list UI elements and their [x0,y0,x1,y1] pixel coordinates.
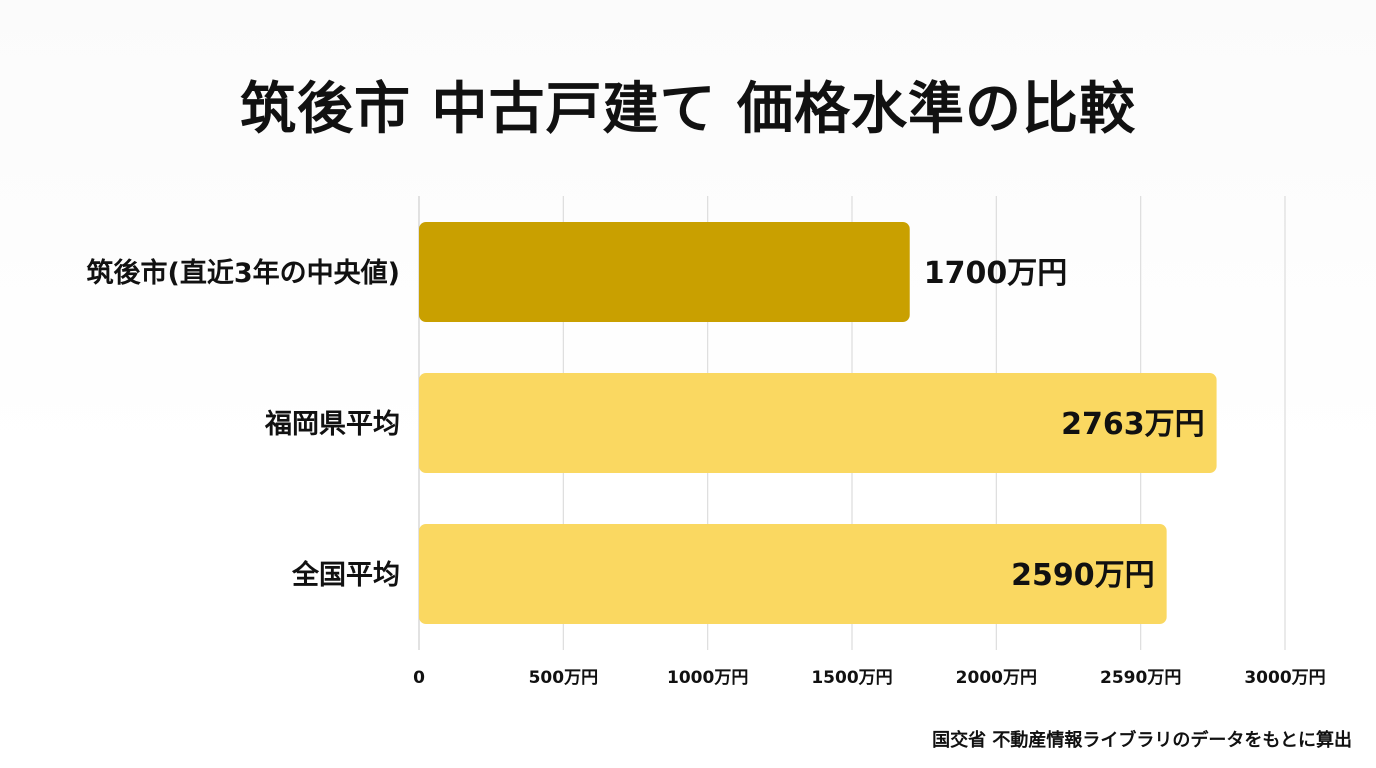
x-tick-label: 500万円 [529,668,599,688]
bar [419,222,910,322]
x-tick-label: 2590万円 [1100,668,1181,688]
value-label: 1700万円 [924,256,1068,291]
x-tick-label: 1500万円 [811,668,892,688]
bar [419,524,1167,624]
x-tick-label: 3000万円 [1244,668,1325,688]
category-label: 福岡県平均 [264,409,400,440]
category-label: 全国平均 [291,559,400,591]
source-note: 国交省 不動産情報ライブラリのデータをもとに算出 [932,730,1352,751]
chart-title: 筑後市 中古戸建て 価格水準の比較 [240,77,1136,142]
value-label: 2590万円 [1011,558,1155,593]
x-tick-label: 0 [413,668,425,688]
bar [419,373,1217,473]
x-tick-label: 1000万円 [667,668,748,688]
value-label: 2763万円 [1061,407,1205,442]
x-axis-tick-labels: 0 500万円 1000万円 1500万円 2000万円 2590万円 3000万円 [413,668,1326,688]
category-label: 筑後市(直近3年の中央値) [87,257,400,289]
bars [419,222,1217,624]
x-tick-label: 2000万円 [956,668,1037,688]
value-labels: 1700万円 2763万円 2590万円 [924,256,1205,593]
